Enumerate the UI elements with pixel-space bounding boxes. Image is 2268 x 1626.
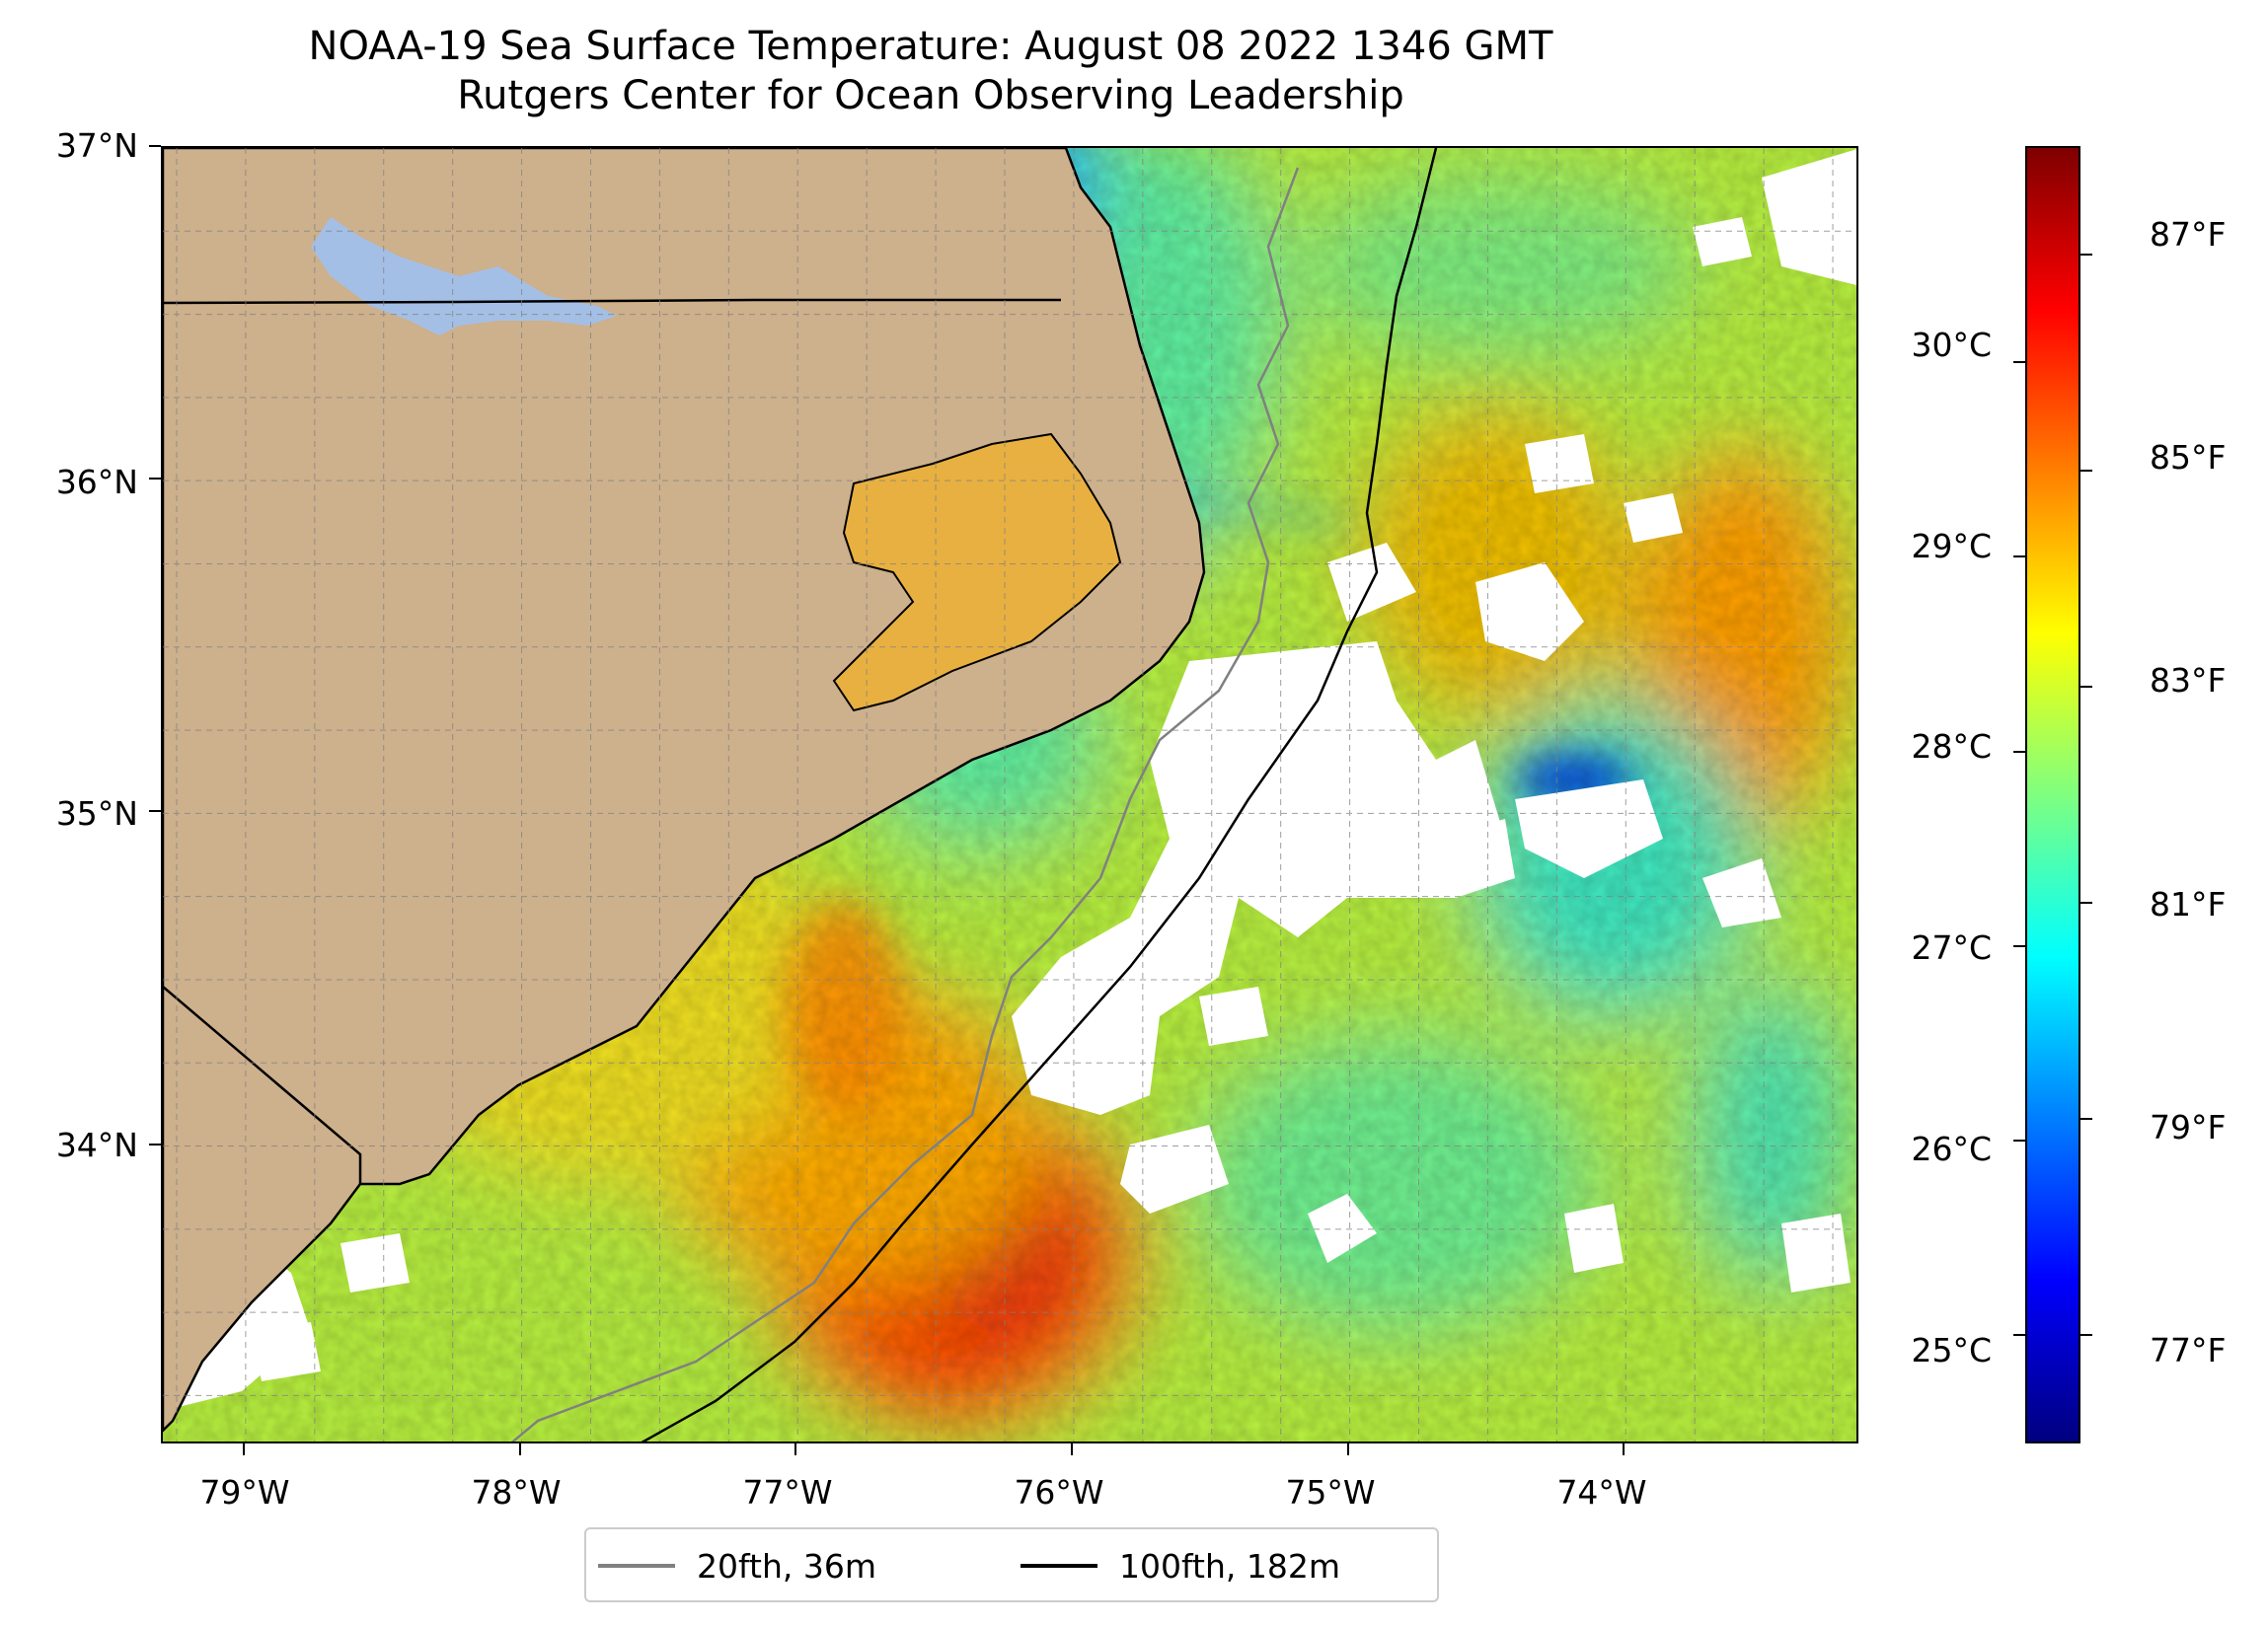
lat-tick <box>149 1143 161 1146</box>
land <box>163 148 1206 1433</box>
lon-tick <box>1623 1443 1625 1455</box>
lon-tick <box>1070 1443 1073 1455</box>
sst-map <box>161 146 1858 1443</box>
lon-label-78w: 78°W <box>471 1473 562 1512</box>
colorbar-tick-c <box>2013 1334 2025 1337</box>
lon-tick <box>518 1443 521 1455</box>
lon-tick <box>1346 1443 1349 1455</box>
colorbar-fahrenheit-87: 87°F <box>2150 215 2227 254</box>
legend: 20fth, 36m 100fth, 182m <box>584 1527 1439 1602</box>
colorbar <box>2025 146 2080 1443</box>
colorbar-celsius-27: 27°C <box>1911 928 1992 967</box>
isobath-100fth <box>641 148 1438 1441</box>
isobath-20fth <box>510 167 1300 1441</box>
sound-interior <box>832 432 1122 712</box>
colorbar-fahrenheit-85: 85°F <box>2150 438 2227 477</box>
colorbar-tick-c <box>2013 750 2025 753</box>
lat-label-36: 36°N <box>55 463 138 501</box>
colorbar-tick-f <box>2080 1118 2092 1121</box>
colorbar-tick-f <box>2080 253 2092 256</box>
lake-kerr <box>311 217 617 335</box>
lat-tick <box>149 145 161 147</box>
map-gridlines <box>163 148 1856 1441</box>
nc-sc-border <box>163 986 362 1184</box>
colorbar-tick-f <box>2080 469 2092 472</box>
lon-label-79w: 79°W <box>199 1473 290 1512</box>
lon-label-76w: 76°W <box>1014 1473 1104 1512</box>
colorbar-celsius-25: 25°C <box>1911 1331 1992 1369</box>
legend-entry-20fth: 20fth, 36m <box>598 1543 876 1589</box>
colorbar-tick-c <box>2013 1140 2025 1143</box>
lat-tick <box>149 810 161 813</box>
colorbar-tick-c <box>2013 555 2025 558</box>
legend-label-20fth: 20fth, 36m <box>697 1546 876 1586</box>
colorbar-fahrenheit-83: 83°F <box>2150 661 2227 700</box>
colorbar-fahrenheit-79: 79°F <box>2150 1108 2227 1146</box>
colorbar-celsius-29: 29°C <box>1911 527 1992 565</box>
colorbar-tick-c <box>2013 361 2025 364</box>
title-line-1: NOAA-19 Sea Surface Temperature: August … <box>308 24 1553 69</box>
lat-label-35: 35°N <box>55 794 138 833</box>
colorbar-tick-f <box>2080 1334 2092 1337</box>
legend-swatch-100fth <box>1021 1564 1097 1568</box>
lon-label-77w: 77°W <box>742 1473 833 1512</box>
colorbar-celsius-26: 26°C <box>1911 1130 1992 1168</box>
chart-title: NOAA-19 Sea Surface Temperature: August … <box>161 22 1701 120</box>
colorbar-fahrenheit-81: 81°F <box>2150 885 2227 924</box>
colorbar-celsius-30: 30°C <box>1911 326 1992 364</box>
legend-label-100fth: 100fth, 182m <box>1119 1546 1340 1586</box>
colorbar-tick-c <box>2013 944 2025 947</box>
lat-label-34: 34°N <box>55 1126 138 1164</box>
title-line-2: Rutgers Center for Ocean Observing Leade… <box>457 73 1404 118</box>
lat-label-37: 37°N <box>55 126 138 165</box>
lon-tick <box>242 1443 245 1455</box>
legend-entry-100fth: 100fth, 182m <box>1021 1543 1340 1589</box>
va-nc-border <box>163 298 1061 305</box>
colorbar-tick-f <box>2080 685 2092 688</box>
lon-label-75w: 75°W <box>1285 1473 1376 1512</box>
sst-map-canvas <box>163 148 1856 1441</box>
lon-tick <box>794 1443 797 1455</box>
state-borders <box>163 298 1061 1184</box>
colorbar-fahrenheit-77: 77°F <box>2150 1331 2227 1369</box>
colorbar-celsius-28: 28°C <box>1911 727 1992 766</box>
colorbar-tick-f <box>2080 902 2092 905</box>
legend-swatch-20fth <box>598 1564 675 1568</box>
lat-tick <box>149 478 161 480</box>
lon-label-74w: 74°W <box>1556 1473 1647 1512</box>
